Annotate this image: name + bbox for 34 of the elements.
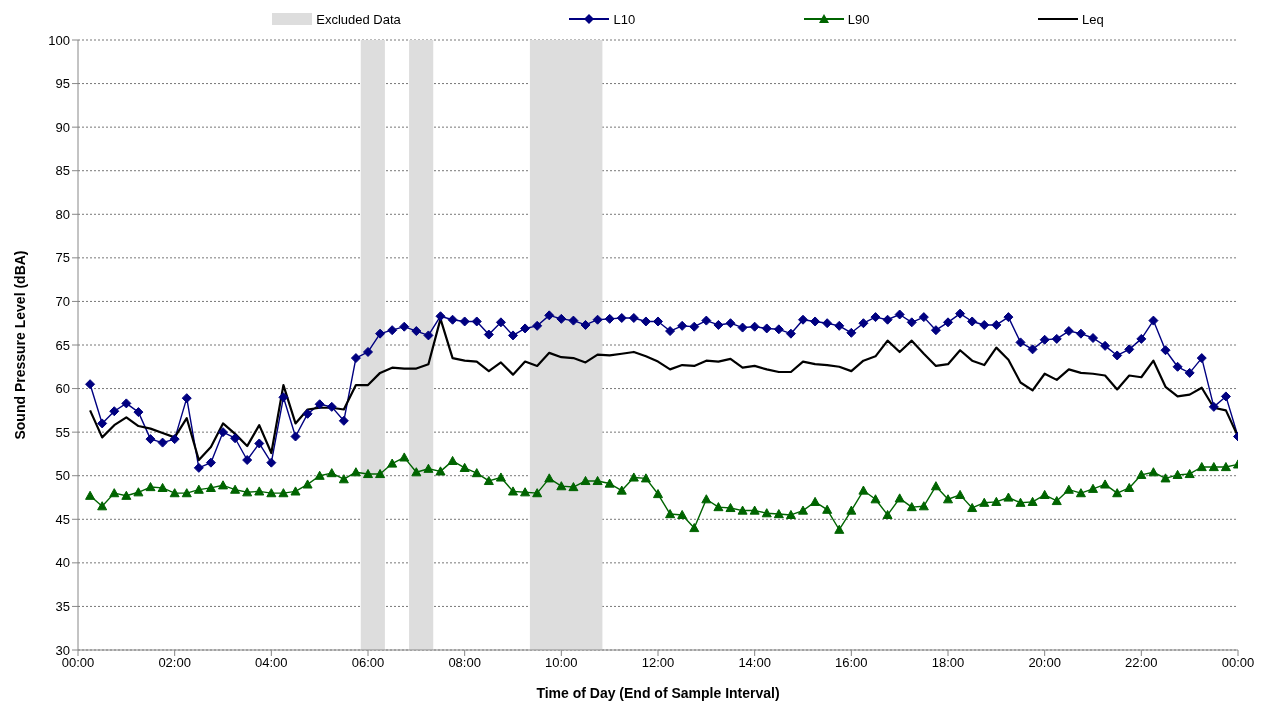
y-tick-label: 100 — [48, 32, 70, 48]
x-tick-label: 06:00 — [351, 655, 385, 671]
y-tick-label: 50 — [55, 468, 70, 484]
legend-label: L90 — [847, 11, 870, 27]
y-tick-label: 90 — [55, 119, 70, 135]
y-tick-label: 60 — [55, 381, 70, 397]
x-tick-label: 22:00 — [1125, 655, 1158, 671]
x-tick-label: 18:00 — [931, 655, 965, 671]
legend-label: Leq — [1081, 11, 1104, 27]
y-tick-label: 55 — [55, 424, 70, 440]
x-tick-label: 04:00 — [255, 655, 288, 671]
x-tick-label: 10:00 — [545, 655, 578, 671]
x-tick-label: 16:00 — [835, 655, 868, 671]
y-tick-label: 35 — [55, 599, 70, 615]
x-tick-label: 20:00 — [1028, 655, 1061, 671]
x-tick-label: 08:00 — [448, 655, 481, 671]
y-tick-label: 85 — [55, 163, 70, 179]
y-tick-label: 40 — [55, 555, 70, 571]
x-tick-label: 00:00 — [1221, 655, 1255, 671]
legend-label: L10 — [613, 11, 636, 27]
y-tick-label: 95 — [55, 76, 70, 92]
y-tick-label: 45 — [55, 511, 70, 527]
x-tick-label: 14:00 — [738, 655, 771, 671]
x-tick-label: 00:00 — [61, 655, 95, 671]
y-tick-label: 30 — [55, 642, 70, 658]
legend-label: Excluded Data — [316, 11, 401, 27]
y-axis-title: Sound Pressure Level (dBA) — [11, 250, 28, 440]
x-axis-title: Time of Day (End of Sample Interval) — [536, 685, 780, 701]
y-tick-label: 65 — [55, 337, 70, 353]
y-tick-label: 80 — [55, 206, 70, 222]
y-tick-label: 75 — [55, 250, 70, 266]
y-tick-label: 70 — [55, 294, 70, 310]
x-tick-label: 12:00 — [641, 655, 675, 671]
x-tick-label: 02:00 — [158, 655, 191, 671]
